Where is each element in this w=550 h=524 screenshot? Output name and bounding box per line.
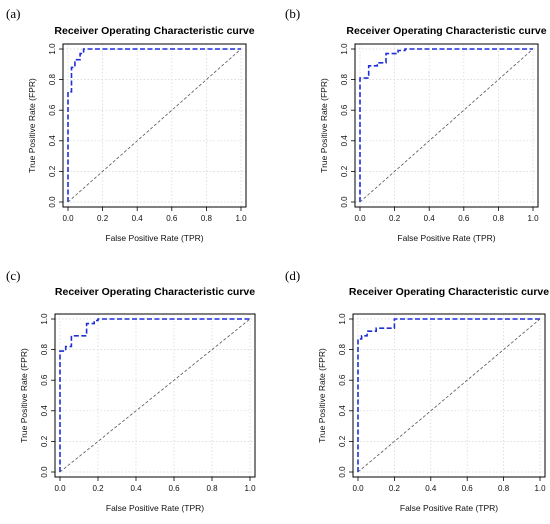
x-axis-label: False Positive Rate (TPR) [105, 233, 203, 243]
y-tick-label: 1.0 [338, 313, 347, 325]
y-tick-label: 0.2 [338, 435, 347, 447]
roc-curve-line [357, 318, 540, 472]
y-axis-label: True Positive Rate (FPR) [19, 348, 29, 443]
roc-panel-4: (d) Receiver Operating Characteristic cur… [275, 262, 550, 524]
y-tick-label: 0.4 [40, 405, 49, 417]
y-tick-label: 0.2 [48, 165, 57, 177]
roc-panel-3: (c) Receiver Operating Characteristic cur… [0, 262, 275, 524]
x-tick-label: 0.0 [352, 484, 364, 493]
x-tick-label: 1.0 [534, 484, 546, 493]
y-tick-label: 0.6 [40, 374, 49, 386]
roc-plot-svg: (b) Receiver Operating Characteristic cur… [285, 6, 547, 243]
x-tick-label: 0.2 [92, 484, 104, 493]
roc-plot-svg: (a) Receiver Operating Characteristic cur… [6, 6, 255, 243]
chart-title: Receiver Operating Characteristic curve [54, 25, 254, 37]
y-tick-label: 0.8 [48, 73, 57, 85]
chance-diagonal-line [359, 48, 534, 203]
x-axis-label: False Positive Rate (TPR) [400, 503, 498, 513]
roc-plot-svg: (c) Receiver Operating Characteristic cur… [6, 268, 256, 513]
y-tick-label: 1.0 [40, 313, 49, 325]
plot-frame [54, 313, 256, 478]
y-axis-label: True Positive Rate (FPR) [317, 348, 327, 443]
y-tick-label: 0.0 [40, 466, 49, 478]
x-tick-label: 0.8 [201, 214, 213, 223]
x-tick-label: 0.6 [168, 484, 180, 493]
y-tick-label: 0.2 [340, 165, 349, 177]
roc-curve-line [67, 48, 241, 202]
roc-plot-svg: (d) Receiver Operating Characteristic cur… [285, 268, 549, 513]
plot-frame [352, 313, 546, 478]
x-tick-label: 0.8 [498, 484, 510, 493]
y-tick-label: 0.0 [48, 196, 57, 208]
x-tick-label: 0.8 [206, 484, 218, 493]
y-tick-label: 0.6 [340, 104, 349, 116]
x-tick-label: 0.4 [132, 214, 144, 223]
x-tick-label: 0.6 [458, 214, 470, 223]
roc-curve-line [359, 48, 533, 202]
y-tick-label: 0.4 [340, 135, 349, 147]
y-axis-label: True Positive Rate (FPR) [27, 78, 37, 173]
x-tick-label: 0.0 [62, 214, 74, 223]
x-tick-label: 1.0 [235, 214, 247, 223]
y-tick-label: 1.0 [340, 43, 349, 55]
y-tick-label: 0.4 [48, 135, 57, 147]
x-tick-label: 0.4 [424, 214, 436, 223]
y-axis-label: True Positive Rate (FPR) [319, 78, 329, 173]
panel-label: (c) [6, 268, 20, 283]
x-tick-label: 0.0 [54, 484, 66, 493]
y-tick-label: 0.6 [338, 374, 347, 386]
x-tick-label: 0.6 [462, 484, 474, 493]
roc-panel-2: (b) Receiver Operating Characteristic cur… [275, 0, 550, 260]
plot-frame [62, 43, 247, 208]
x-axis-label: False Positive Rate (TPR) [106, 503, 204, 513]
y-tick-label: 0.4 [338, 405, 347, 417]
plot-frame [354, 43, 539, 208]
x-tick-label: 1.0 [527, 214, 539, 223]
x-tick-label: 0.8 [493, 214, 505, 223]
y-tick-label: 0.8 [40, 343, 49, 355]
y-tick-label: 0.8 [338, 343, 347, 355]
x-tick-label: 0.4 [425, 484, 437, 493]
panel-label: (b) [285, 6, 300, 21]
y-tick-label: 0.8 [340, 73, 349, 85]
x-axis-label: False Positive Rate (TPR) [397, 233, 495, 243]
chance-diagonal-line [67, 48, 242, 203]
y-tick-label: 0.2 [40, 435, 49, 447]
chart-title: Receiver Operating Characteristic curve [349, 286, 549, 298]
x-tick-label: 0.0 [354, 214, 366, 223]
x-tick-label: 0.4 [130, 484, 142, 493]
roc-curve-line [59, 318, 250, 472]
roc-panel-1: (a) Receiver Operating Characteristic cur… [0, 0, 275, 260]
chart-title: Receiver Operating Characteristic curve [55, 286, 255, 298]
x-tick-label: 0.6 [166, 214, 178, 223]
x-tick-label: 0.2 [389, 214, 401, 223]
y-tick-label: 0.0 [338, 466, 347, 478]
chart-title: Receiver Operating Characteristic curve [346, 25, 546, 37]
panel-label: (d) [285, 268, 300, 283]
y-tick-label: 1.0 [48, 43, 57, 55]
panel-label: (a) [6, 6, 20, 21]
y-tick-label: 0.0 [340, 196, 349, 208]
x-tick-label: 0.2 [389, 484, 401, 493]
chance-diagonal-line [357, 318, 541, 473]
y-tick-label: 0.6 [48, 104, 57, 116]
x-tick-label: 1.0 [244, 484, 256, 493]
chance-diagonal-line [59, 318, 251, 473]
x-tick-label: 0.2 [97, 214, 109, 223]
